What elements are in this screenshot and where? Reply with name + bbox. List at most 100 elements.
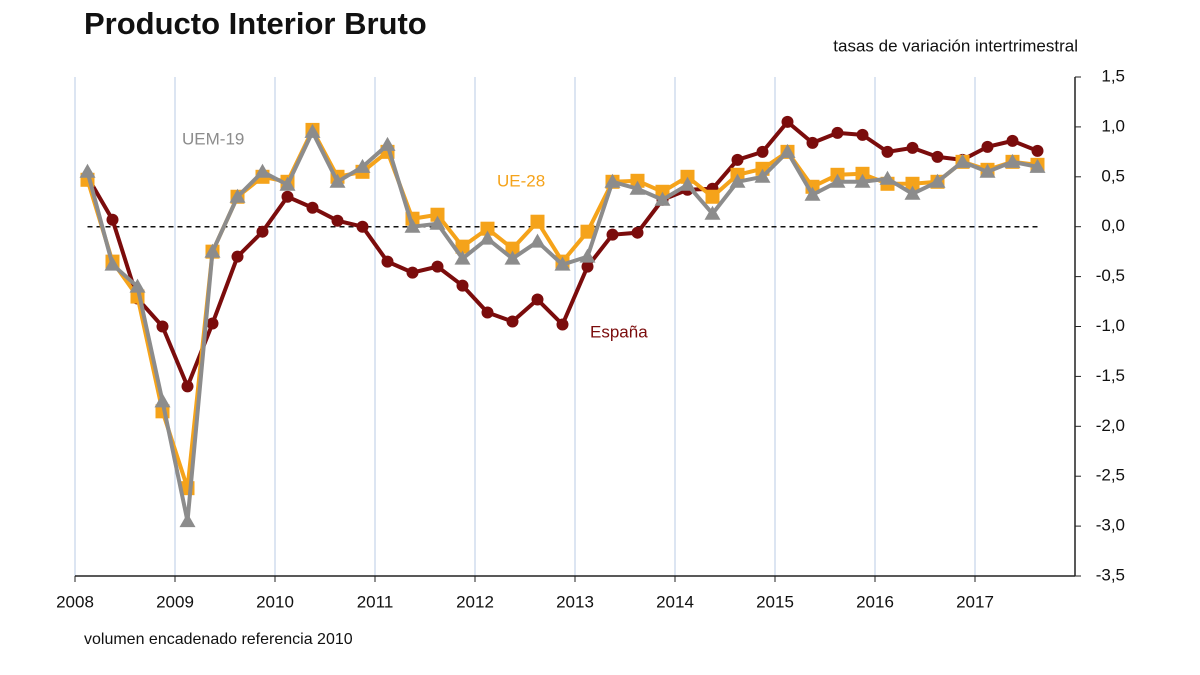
marker xyxy=(454,250,471,265)
marker xyxy=(279,176,296,191)
marker xyxy=(754,168,771,183)
marker xyxy=(504,250,521,265)
x-tick-label: 2011 xyxy=(357,592,394,611)
marker xyxy=(1031,144,1044,157)
marker xyxy=(905,176,920,191)
marker xyxy=(705,189,720,204)
y-tick-label: -2,5 xyxy=(1096,466,1125,485)
marker xyxy=(206,317,219,330)
marker xyxy=(954,153,971,168)
chart-title: Producto Interior Bruto xyxy=(84,6,427,41)
series-label: UE-28 xyxy=(497,171,545,190)
y-tick-label: 0,0 xyxy=(1101,216,1125,235)
marker xyxy=(604,173,621,188)
marker xyxy=(455,239,470,254)
marker xyxy=(329,173,346,188)
marker xyxy=(606,228,619,241)
x-tick-label: 2017 xyxy=(956,592,994,611)
marker xyxy=(906,141,919,154)
marker xyxy=(204,243,221,258)
series-label: España xyxy=(590,322,648,341)
marker xyxy=(179,513,196,528)
x-tick-label: 2008 xyxy=(56,592,94,611)
marker xyxy=(580,224,595,239)
marker xyxy=(506,315,519,328)
marker xyxy=(679,176,696,191)
marker xyxy=(181,380,194,393)
marker xyxy=(529,233,546,248)
marker xyxy=(856,128,869,141)
chart-subtitle: tasas de variación intertrimestral xyxy=(833,36,1078,55)
x-tick-label: 2016 xyxy=(856,592,894,611)
marker xyxy=(831,126,844,139)
marker xyxy=(156,320,169,333)
marker xyxy=(381,255,394,268)
y-tick-label: -3,0 xyxy=(1096,516,1125,535)
marker xyxy=(879,170,896,185)
marker xyxy=(1004,153,1021,168)
y-tick-label: -2,0 xyxy=(1096,416,1125,435)
y-tick-label: 1,5 xyxy=(1101,66,1125,85)
marker xyxy=(505,241,520,256)
marker xyxy=(531,293,544,306)
y-tick-label: -3,5 xyxy=(1096,565,1125,584)
marker xyxy=(254,163,271,178)
marker xyxy=(429,215,446,230)
marker xyxy=(781,115,794,128)
series-line xyxy=(85,119,1039,389)
marker xyxy=(881,145,894,158)
marker xyxy=(731,153,744,166)
marker xyxy=(556,318,569,331)
marker xyxy=(480,221,495,236)
marker xyxy=(404,218,421,233)
marker xyxy=(829,173,846,188)
marker xyxy=(979,163,996,178)
marker xyxy=(631,226,644,239)
marker xyxy=(354,158,371,173)
marker xyxy=(379,136,396,151)
series-label: UEM-19 xyxy=(182,129,244,148)
marker xyxy=(806,136,819,149)
marker xyxy=(554,256,571,271)
marker xyxy=(931,150,944,163)
marker xyxy=(356,220,369,233)
x-tick-label: 2014 xyxy=(656,592,694,611)
marker xyxy=(629,180,646,195)
marker xyxy=(106,213,119,226)
y-tick-label: -1,0 xyxy=(1096,316,1125,335)
marker xyxy=(779,143,796,158)
marker xyxy=(929,173,946,188)
x-tick-label: 2013 xyxy=(556,592,594,611)
marker xyxy=(256,225,269,238)
marker xyxy=(756,145,769,158)
y-tick-label: -0,5 xyxy=(1096,266,1125,285)
marker xyxy=(904,185,921,200)
y-tick-label: 1,0 xyxy=(1101,116,1125,135)
marker xyxy=(1029,158,1046,173)
marker xyxy=(406,266,419,279)
marker xyxy=(154,393,171,408)
marker xyxy=(430,207,445,222)
marker xyxy=(231,250,244,263)
marker xyxy=(331,214,344,227)
marker xyxy=(729,173,746,188)
marker xyxy=(104,256,121,271)
marker xyxy=(654,191,671,206)
marker xyxy=(854,173,871,188)
marker xyxy=(306,201,319,214)
marker xyxy=(479,230,496,245)
marker xyxy=(304,123,321,138)
marker xyxy=(1006,134,1019,147)
marker xyxy=(281,190,294,203)
marker xyxy=(481,306,494,319)
marker xyxy=(456,279,469,292)
y-tick-label: 0,5 xyxy=(1101,166,1125,185)
marker xyxy=(431,260,444,273)
marker xyxy=(981,140,994,153)
marker xyxy=(581,260,594,273)
y-tick-label: -1,5 xyxy=(1096,366,1125,385)
marker xyxy=(579,248,596,263)
x-tick-label: 2010 xyxy=(256,592,294,611)
marker xyxy=(804,186,821,201)
